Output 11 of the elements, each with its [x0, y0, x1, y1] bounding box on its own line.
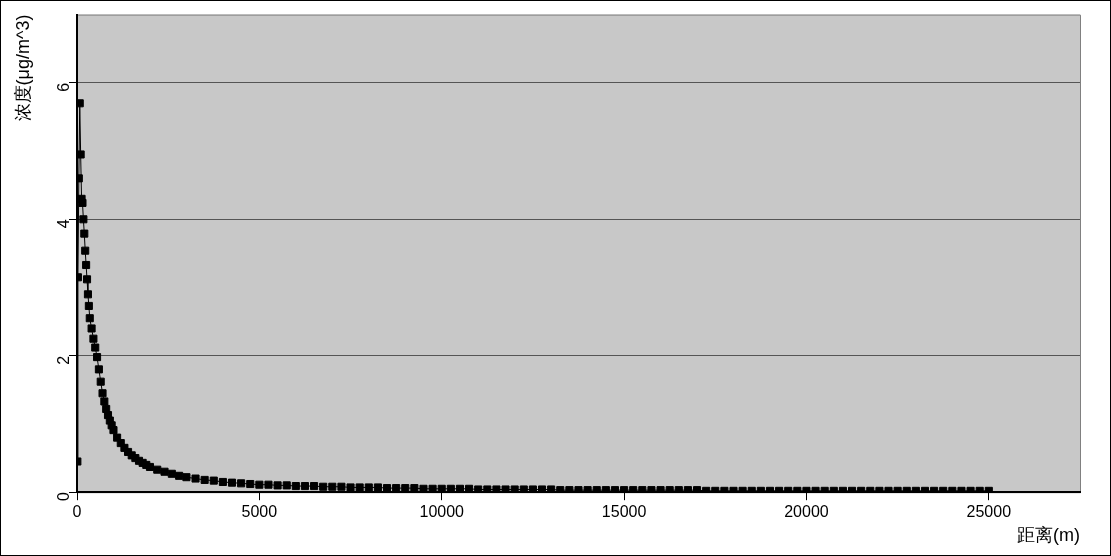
x-tick-label: 25000: [966, 503, 1012, 521]
y-axis-title: 浓度(μg/m^3): [12, 14, 33, 122]
x-tick-label: 15000: [601, 503, 647, 521]
x-tick-label: 20000: [784, 503, 829, 521]
y-tick-label: 4: [55, 219, 73, 229]
x-tick-label: 10000: [419, 503, 465, 521]
y-tick-label: 6: [55, 82, 73, 92]
y-tick-label: 0: [55, 492, 73, 502]
x-tick-label: 5000: [241, 503, 278, 521]
x-axis-title: 距离(m): [1017, 525, 1080, 546]
y-tick-label: 2: [55, 355, 73, 365]
